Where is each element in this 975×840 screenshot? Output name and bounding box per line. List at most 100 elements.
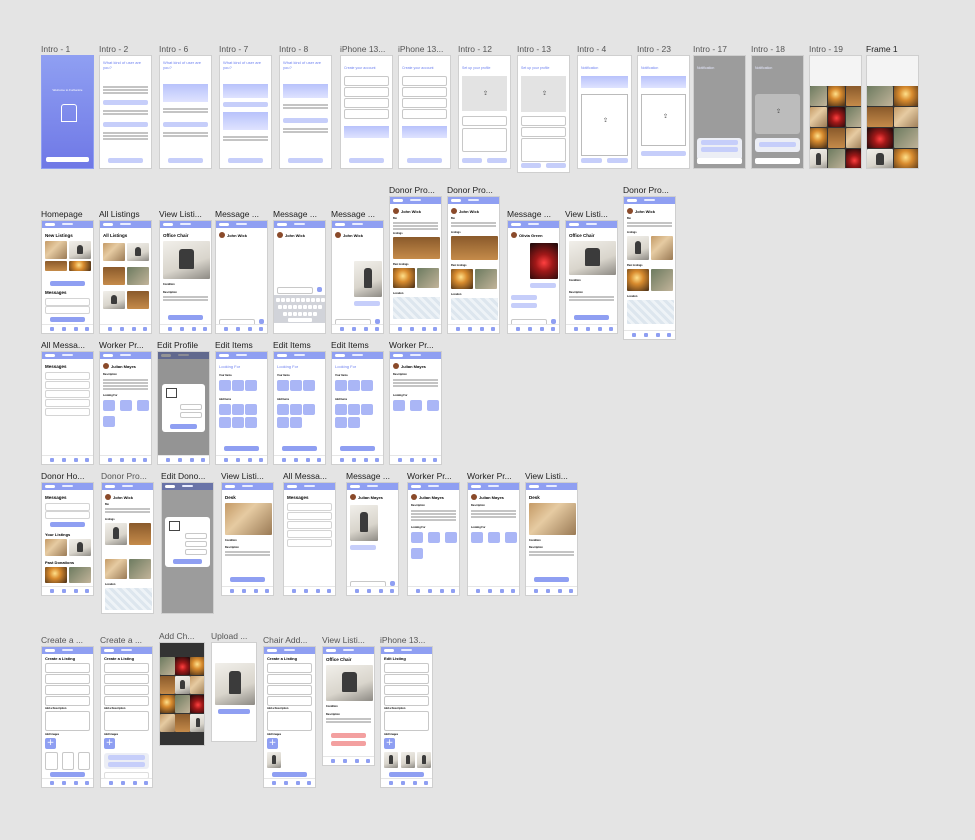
frame-message-3[interactable]: Message ... John Wick: [331, 209, 384, 334]
listing-image[interactable]: [45, 241, 67, 259]
name-field[interactable]: [344, 76, 389, 86]
photo-thumbnail[interactable]: [828, 86, 845, 106]
message-thread[interactable]: [45, 390, 90, 398]
title-field[interactable]: [104, 663, 149, 673]
donor-option[interactable]: [103, 100, 148, 105]
email-field[interactable]: [180, 412, 202, 418]
next-button[interactable]: [108, 158, 143, 163]
message-donor-button[interactable]: [574, 315, 609, 320]
frame-message-2[interactable]: Message ... John Wick: [273, 209, 326, 334]
email-field[interactable]: [402, 87, 447, 97]
frame-intro-23[interactable]: Intro - 23 Notification ⇪: [637, 44, 690, 169]
photo-thumbnail[interactable]: [810, 86, 827, 106]
next-button[interactable]: [349, 158, 384, 163]
donor-card[interactable]: [223, 84, 268, 98]
edit-listing-button[interactable]: [230, 577, 265, 582]
keyboard[interactable]: [274, 295, 325, 323]
next-button[interactable]: [228, 158, 263, 163]
frame-message-1[interactable]: Message ... John Wick: [215, 209, 268, 334]
message-preview[interactable]: [45, 511, 90, 519]
frame-all-listings[interactable]: All Listings All Listings: [99, 209, 152, 334]
title-field[interactable]: [384, 663, 429, 673]
email-field[interactable]: [185, 541, 207, 547]
frame-edit-items-1[interactable]: Edit Items Looking For Your Items Add It…: [215, 340, 268, 465]
skip-button[interactable]: [546, 163, 566, 168]
frame-create-listing-1[interactable]: Create a ... Create a Listing Add a Desc…: [41, 635, 94, 788]
message-preview[interactable]: [45, 503, 90, 511]
image-slot[interactable]: [417, 752, 431, 768]
frame-chair-added[interactable]: Chair Add... Create a Listing Add a Desc…: [263, 635, 316, 788]
message-thread[interactable]: [287, 530, 332, 538]
allow-button[interactable]: [759, 142, 796, 147]
listing-image[interactable]: [69, 261, 91, 271]
save-items-button[interactable]: [224, 446, 259, 451]
donor-card[interactable]: [283, 84, 328, 98]
frame-upload[interactable]: Upload ...: [211, 631, 257, 742]
message-thread[interactable]: [287, 521, 332, 529]
frame-edit-profile[interactable]: Edit Profile: [157, 340, 210, 465]
message-thread[interactable]: [287, 503, 332, 511]
frame-view-listing-3[interactable]: View Listi... Desk Condition Description: [221, 471, 274, 596]
category-field[interactable]: [45, 674, 90, 684]
frame-1[interactable]: Frame 1: [866, 44, 919, 169]
next-button[interactable]: [462, 158, 482, 163]
category-field[interactable]: [104, 674, 149, 684]
location-map[interactable]: [627, 300, 674, 324]
title-field[interactable]: [267, 663, 312, 673]
frame-donor-pro-2[interactable]: Donor Pro... John Wick Bio Listings Past…: [447, 185, 500, 334]
message-thread[interactable]: [45, 408, 90, 416]
frame-intro-2[interactable]: Intro - 2 What kind of user are you?: [99, 44, 152, 169]
location-map[interactable]: [105, 588, 152, 610]
frame-worker-pro-4[interactable]: Worker Pr... Julian Mayes Description Lo…: [467, 471, 520, 596]
description-field[interactable]: [267, 711, 312, 731]
upload-photo-box[interactable]: ⇪: [521, 76, 566, 112]
message-preview[interactable]: [45, 306, 90, 314]
condition-field[interactable]: [45, 685, 90, 695]
frame-view-listing-2[interactable]: View Listi... Office Chair Condition Des…: [565, 209, 618, 334]
category-field[interactable]: [384, 674, 429, 684]
continue-button[interactable]: [641, 151, 686, 156]
location-field[interactable]: [384, 696, 429, 706]
next-button[interactable]: [288, 158, 323, 163]
delete-listing-button[interactable]: [331, 741, 366, 746]
image-slot[interactable]: [384, 752, 398, 768]
name-field[interactable]: [185, 533, 207, 539]
message-thread[interactable]: [45, 381, 90, 389]
condition-field[interactable]: [267, 685, 312, 695]
image-slot[interactable]: [62, 752, 74, 770]
location-field[interactable]: [45, 696, 90, 706]
frame-intro-8[interactable]: Intro - 8 What kind of user are you?: [279, 44, 332, 169]
frame-intro-17[interactable]: Intro - 17 Notification: [693, 44, 746, 169]
cancel-button[interactable]: [755, 158, 800, 164]
photo-thumbnail[interactable]: [828, 107, 845, 127]
confirm-password-field[interactable]: [344, 109, 389, 119]
post-listing-button[interactable]: [272, 772, 307, 777]
condition-field[interactable]: [104, 685, 149, 695]
frame-homepage[interactable]: Homepage New Listings Messages: [41, 209, 94, 334]
frame-intro-19[interactable]: Intro - 19: [809, 44, 862, 169]
image-slot[interactable]: [45, 752, 58, 770]
edit-listing-button[interactable]: [331, 733, 366, 738]
take-photo-button[interactable]: [108, 755, 145, 760]
deny-button[interactable]: [607, 158, 628, 163]
location-field[interactable]: [104, 696, 149, 706]
name-field[interactable]: [521, 116, 566, 126]
save-items-button[interactable]: [340, 446, 375, 451]
frame-intro-1[interactable]: Intro - 1 Welcome to Furbanize: [41, 44, 94, 169]
choose-photo-button[interactable]: [108, 762, 145, 767]
frame-iphone-13-b[interactable]: iPhone 13... Create your account: [398, 44, 451, 169]
worker-option[interactable]: [163, 122, 208, 127]
frame-message-4[interactable]: Message ... Olivia Green: [507, 209, 560, 334]
send-button[interactable]: [375, 319, 380, 324]
view-all-messages-button[interactable]: [50, 522, 85, 527]
worker-card[interactable]: [223, 112, 268, 130]
save-changes-button[interactable]: [170, 424, 197, 429]
frame-donor-pro-3[interactable]: Donor Pro... John Wick Bio Listings Past…: [623, 185, 676, 340]
frame-intro-7[interactable]: Intro - 7 What kind of user are you?: [219, 44, 272, 169]
allow-once-button[interactable]: [701, 140, 738, 145]
upload-button[interactable]: [218, 709, 250, 714]
photo-thumbnail[interactable]: [846, 107, 861, 127]
description-field[interactable]: [462, 128, 507, 152]
message-input[interactable]: [277, 287, 313, 294]
image-slot[interactable]: [401, 752, 415, 768]
